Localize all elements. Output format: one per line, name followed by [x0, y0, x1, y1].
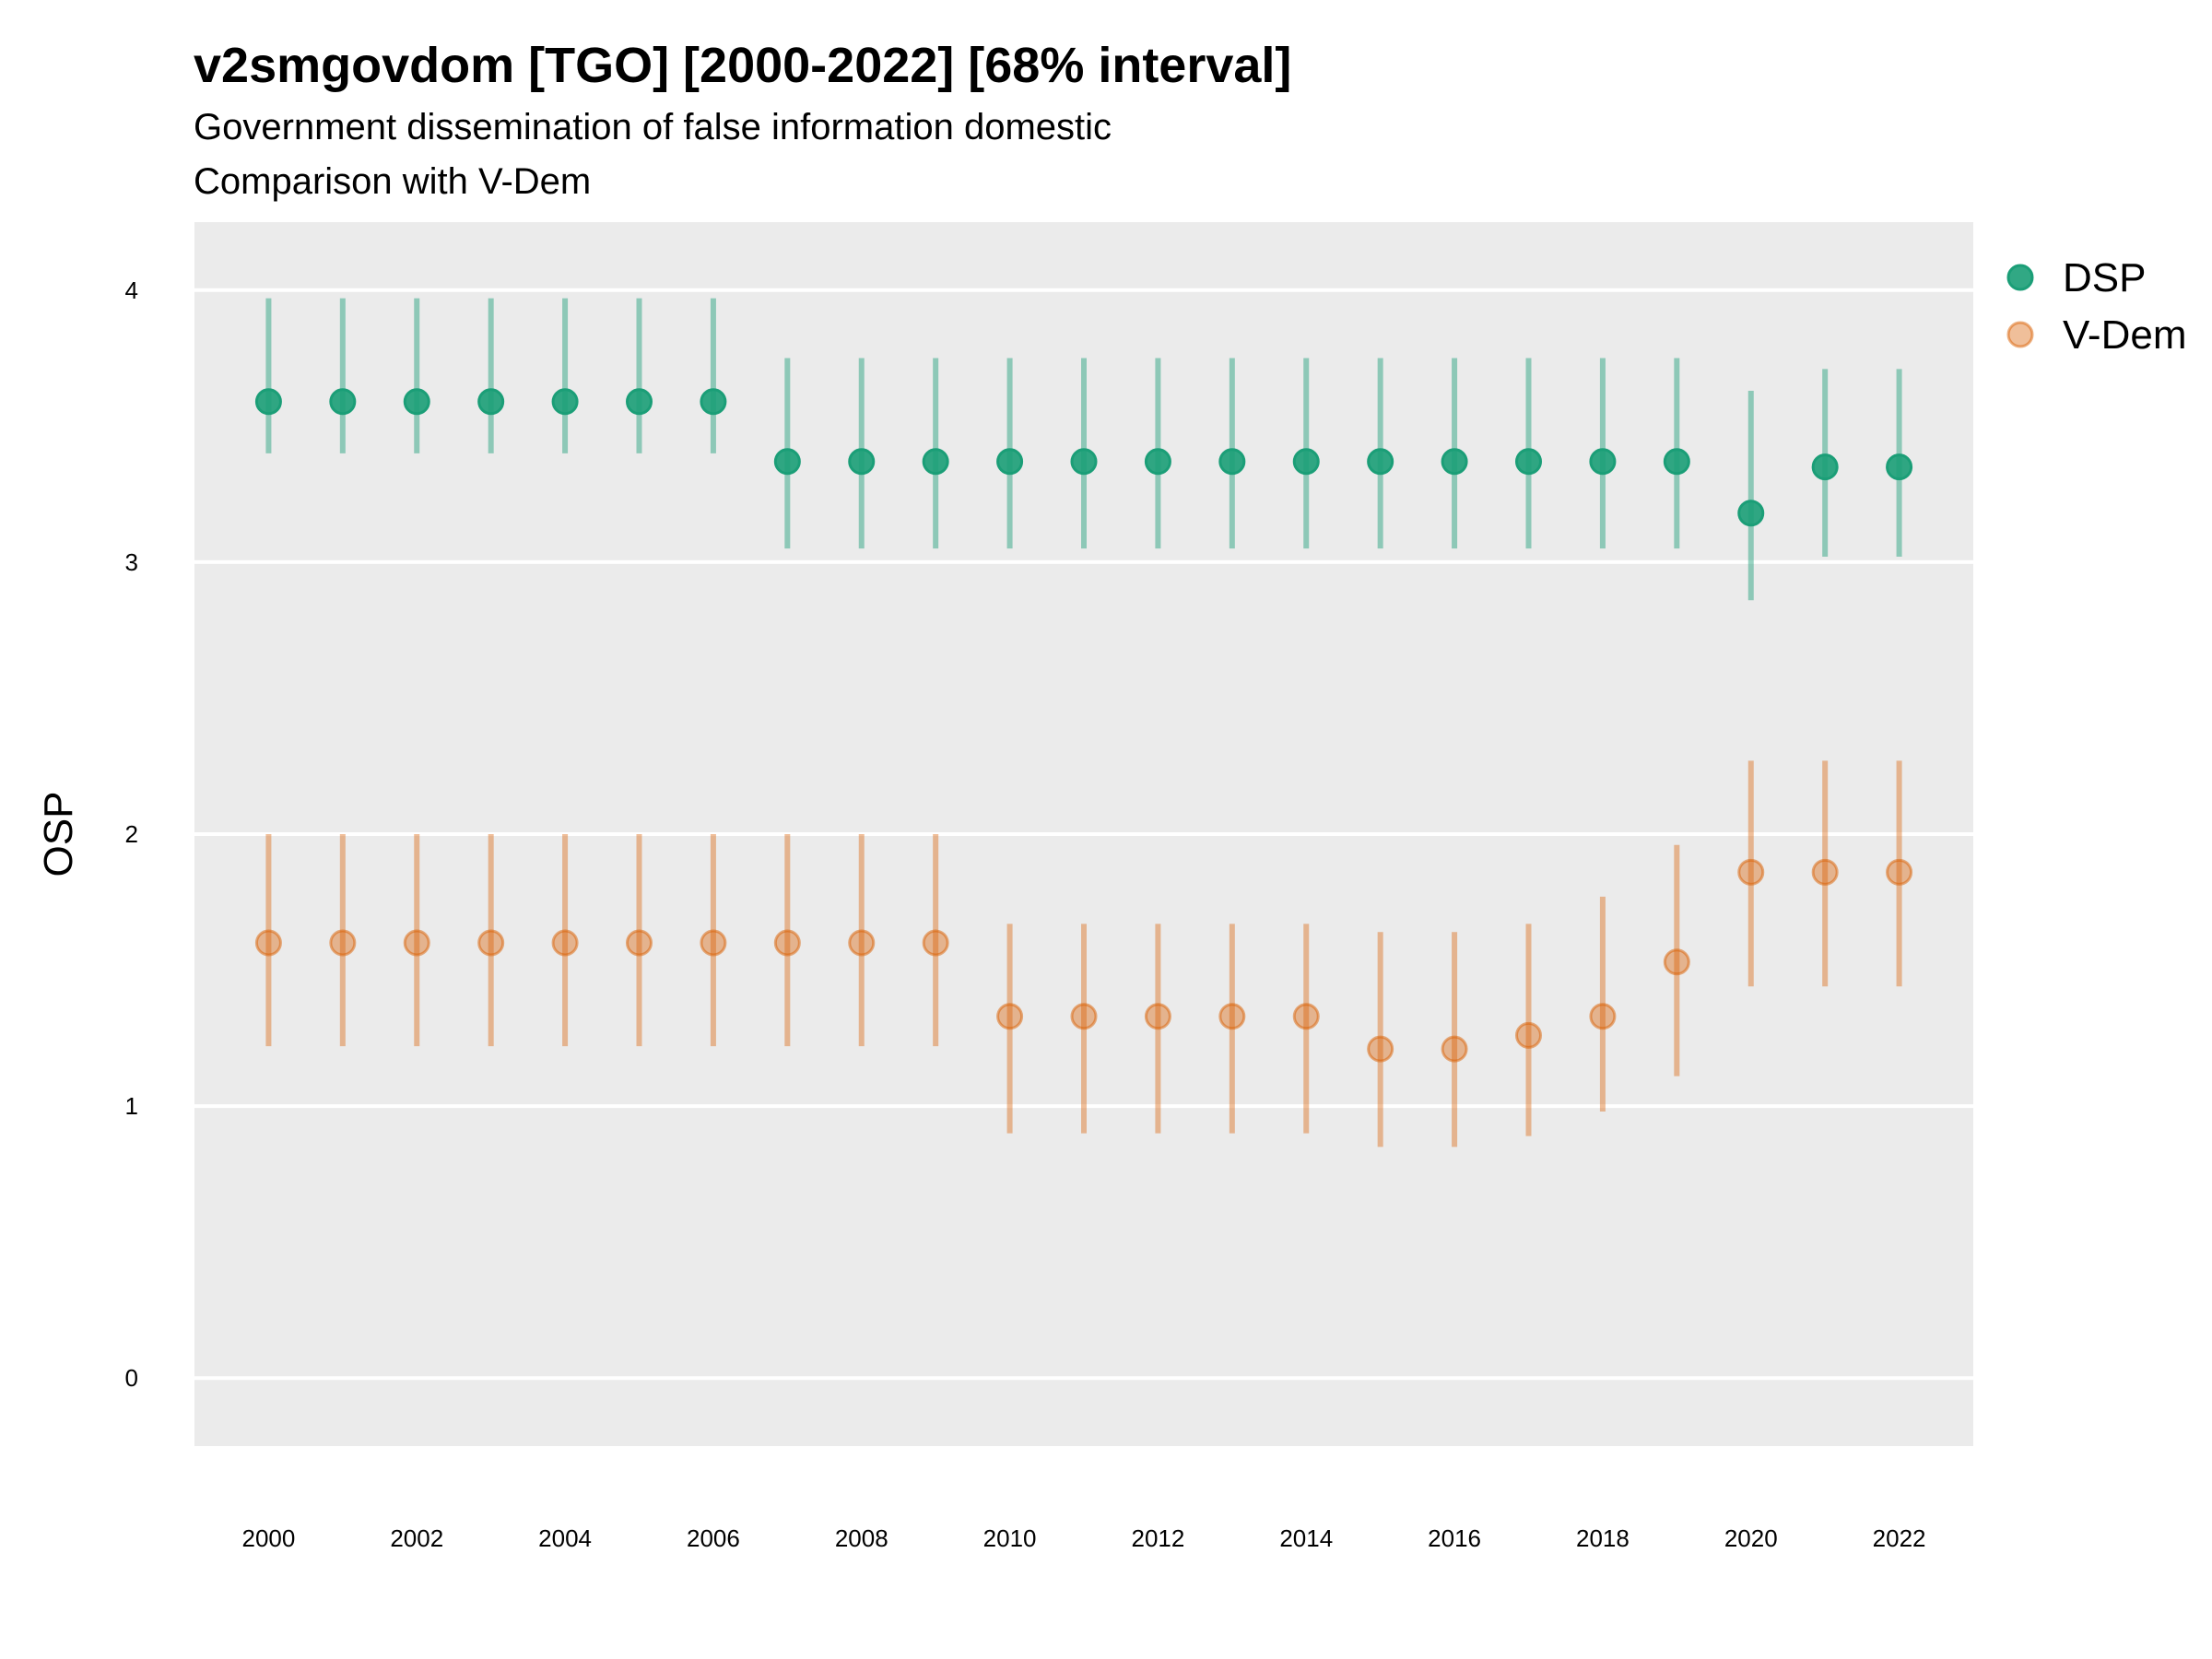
y-tick-label-0: 0 — [125, 1364, 138, 1392]
data-point — [1589, 1003, 1617, 1030]
legend-key-v-dem — [2006, 321, 2034, 348]
x-tick-label-2016: 2016 — [1428, 1524, 1481, 1552]
legend-key-dsp — [2006, 264, 2034, 291]
data-point — [848, 929, 876, 957]
data-point — [773, 448, 801, 476]
chart-subtitle-line-2: Comparison with V-Dem — [194, 161, 592, 202]
x-tick-label-2008: 2008 — [835, 1524, 888, 1552]
grid-lines — [194, 288, 1973, 1381]
data-point — [329, 929, 357, 957]
legend-label-dsp: DSP — [2063, 255, 2146, 300]
axis-ticks: 0 1 2 3 4 2000 2002 2004 2006 2008 2010 2012 2014 201… — [125, 276, 1926, 1552]
data-point — [1886, 858, 1913, 886]
data-point — [1144, 448, 1171, 476]
data-point — [1070, 448, 1098, 476]
chart-subtitle-line-1: Government dissemination of false inform… — [194, 107, 1112, 147]
data-point — [1367, 448, 1394, 476]
y-axis-title: OSP — [36, 792, 81, 877]
data-point — [922, 929, 949, 957]
data-point — [254, 388, 282, 416]
y-tick-label-3: 3 — [125, 548, 138, 576]
x-tick-label-2018: 2018 — [1576, 1524, 1630, 1552]
data-point — [773, 929, 801, 957]
data-point — [1292, 1003, 1320, 1030]
data-point — [477, 929, 505, 957]
data-point — [1663, 448, 1690, 476]
x-tick-label-2000: 2000 — [241, 1524, 295, 1552]
data-point — [1589, 448, 1617, 476]
data-point — [700, 929, 727, 957]
series-dsp — [254, 298, 1913, 601]
legend: DSP V-Dem — [2006, 255, 2186, 358]
data-point — [1811, 858, 1839, 886]
data-point — [329, 388, 357, 416]
data-series — [254, 298, 1913, 1147]
data-point — [1441, 1035, 1468, 1063]
data-point — [551, 388, 579, 416]
data-point — [1070, 1003, 1098, 1030]
data-point — [1737, 500, 1765, 527]
data-point — [626, 388, 653, 416]
data-point — [403, 388, 430, 416]
data-point — [1367, 1035, 1394, 1063]
legend-label-v-dem: V-Dem — [2063, 312, 2186, 358]
data-point — [254, 929, 282, 957]
data-point — [1663, 948, 1690, 976]
data-point — [1515, 448, 1542, 476]
chart-title: v2smgovdom [TGO] [2000-2022] [68% interv… — [194, 38, 1292, 93]
data-point — [700, 388, 727, 416]
x-tick-label-2014: 2014 — [1279, 1524, 1333, 1552]
data-point — [1441, 448, 1468, 476]
data-point — [551, 929, 579, 957]
data-point — [996, 1003, 1024, 1030]
data-point — [1292, 448, 1320, 476]
x-tick-label-2022: 2022 — [1873, 1524, 1926, 1552]
x-tick-label-2006: 2006 — [687, 1524, 740, 1552]
data-point — [477, 388, 505, 416]
data-point — [626, 929, 653, 957]
data-point — [848, 448, 876, 476]
x-tick-label-2012: 2012 — [1131, 1524, 1184, 1552]
y-tick-label-1: 1 — [125, 1092, 138, 1120]
x-tick-label-2002: 2002 — [390, 1524, 443, 1552]
data-point — [922, 448, 949, 476]
x-tick-label-2020: 2020 — [1724, 1524, 1778, 1552]
data-point — [1218, 448, 1246, 476]
data-point — [996, 448, 1024, 476]
data-point — [403, 929, 430, 957]
y-tick-label-2: 2 — [125, 820, 138, 848]
series-v-dem — [254, 760, 1913, 1147]
data-point — [1218, 1003, 1246, 1030]
data-point — [1737, 858, 1765, 886]
data-point — [1144, 1003, 1171, 1030]
data-point — [1515, 1021, 1542, 1049]
data-point — [1811, 453, 1839, 481]
x-tick-label-2004: 2004 — [538, 1524, 592, 1552]
y-tick-label-4: 4 — [125, 276, 138, 304]
data-point — [1886, 453, 1913, 481]
x-tick-label-2010: 2010 — [983, 1524, 1037, 1552]
